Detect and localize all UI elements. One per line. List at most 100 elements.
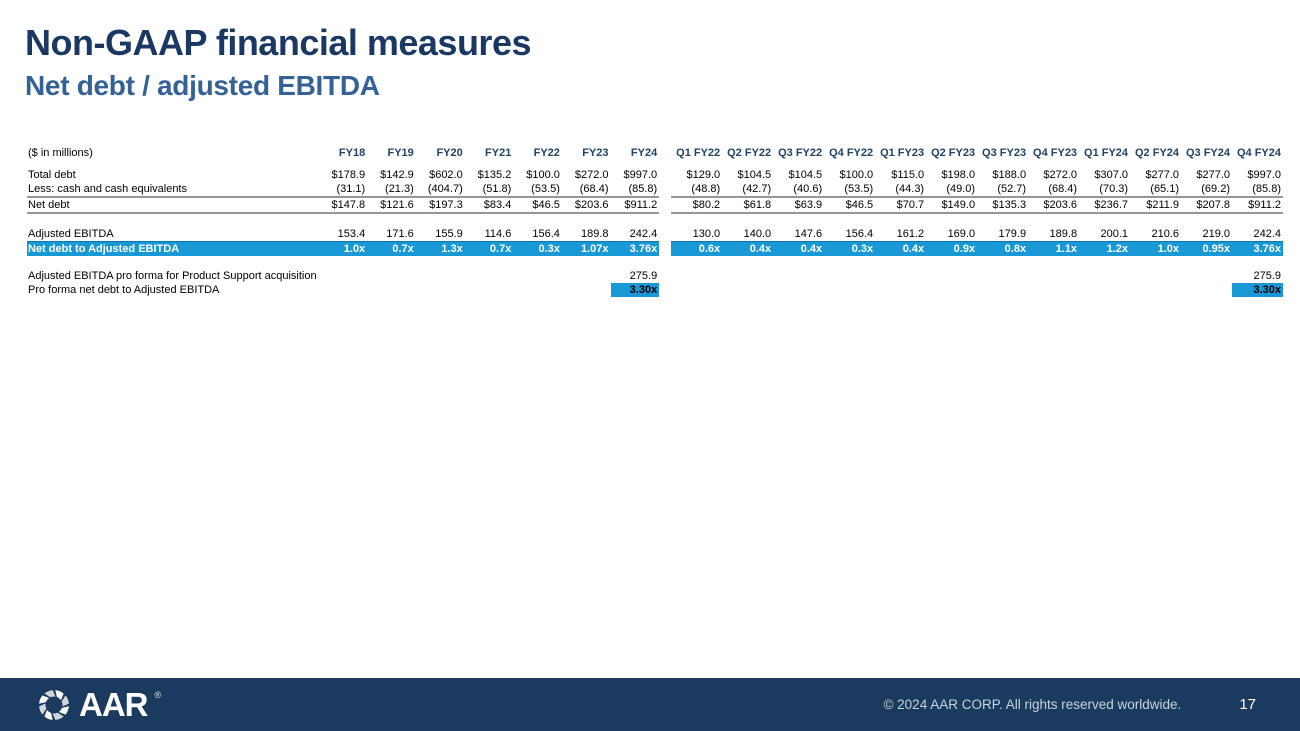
cell: $277.0 — [1145, 169, 1180, 181]
column-header: FY21 — [485, 147, 512, 159]
cell: $203.6 — [1028, 196, 1080, 214]
spacer-row — [671, 213, 1283, 227]
cell: (51.8) — [482, 183, 512, 195]
annual-table: ($ in millions) FY18 FY19 FY20 FY21 FY22 FY23 F… — [27, 146, 660, 297]
cell — [722, 283, 773, 297]
cell: 1.07x — [561, 241, 611, 256]
cell: (53.5) — [531, 183, 560, 195]
cell — [977, 269, 1028, 283]
cell — [513, 283, 562, 297]
table-row: Pro forma net debt to Adjusted EBITDA 3.3… — [27, 283, 660, 297]
column-header: Q1 FY23 — [880, 147, 925, 159]
cell — [1130, 269, 1181, 283]
spacer-row — [671, 256, 1283, 269]
cell: (21.3) — [385, 183, 414, 195]
cell: 200.1 — [1100, 228, 1129, 240]
cell: $80.2 — [671, 196, 723, 214]
cell: $272.0 — [574, 169, 609, 181]
cell: $61.8 — [722, 196, 774, 214]
column-header: FY18 — [338, 147, 366, 159]
cell: $129.0 — [686, 169, 721, 181]
cell — [926, 269, 977, 283]
row-label: Adjusted EBITDA — [28, 228, 114, 240]
row-label: Pro forma net debt to Adjusted EBITDA — [28, 284, 220, 296]
table-row: Less: cash and cash equivalents (31.1) (21… — [27, 182, 659, 197]
cell: 140.0 — [743, 228, 772, 240]
cell: 161.2 — [896, 228, 925, 240]
cell: 147.6 — [794, 228, 823, 240]
cell: $997.0 — [623, 169, 658, 181]
table-row: Adjusted EBITDA pro forma for Product Su… — [27, 269, 659, 283]
cell: 0.4x — [722, 241, 774, 256]
table-row: Adjusted EBITDA 153.4 171.6 155.9 114.6 156.4… — [27, 227, 659, 242]
row-label: Net debt to Adjusted EBITDA — [27, 241, 319, 256]
cell: (69.2) — [1201, 183, 1231, 195]
cell: $272.0 — [1043, 169, 1078, 181]
cell — [875, 269, 926, 283]
cell: (53.5) — [844, 183, 874, 195]
spacer-cell — [27, 213, 659, 227]
cell: 0.6x — [671, 241, 723, 256]
cell: (52.7) — [997, 183, 1027, 195]
cell: 1.0x — [1130, 241, 1182, 256]
cell: (40.6) — [793, 183, 823, 195]
cell: $602.0 — [429, 169, 463, 181]
cell — [416, 269, 465, 283]
spacer-row — [27, 256, 659, 269]
column-header: FY20 — [436, 147, 463, 159]
cell: (70.3) — [1099, 183, 1129, 195]
cell: $207.8 — [1181, 196, 1233, 214]
cell: $197.3 — [415, 196, 465, 214]
column-header: Q3 FY24 — [1185, 147, 1231, 159]
cell: 3.76x — [610, 241, 660, 256]
cell — [1028, 283, 1079, 297]
spacer-cell — [671, 256, 1283, 269]
cell: 3.30x — [610, 283, 660, 297]
cell — [722, 269, 773, 283]
page-subtitle: Net debt / adjusted EBITDA — [25, 70, 380, 101]
table-row: 0.6x 0.4x 0.4x 0.3x 0.4x 0.9x 0.8x 1.1x 1.2x 1.0x… — [671, 241, 1283, 256]
cell — [1130, 283, 1181, 297]
cell — [319, 269, 368, 283]
cell — [875, 283, 926, 297]
cell: $236.7 — [1079, 196, 1131, 214]
cell: (68.4) — [579, 183, 609, 195]
table-row: Net debt to Adjusted EBITDA 1.0x 0.7x 1.3x 0… — [27, 241, 660, 256]
header-row: Q1 FY22 Q2 FY22 Q3 FY22 Q4 FY22 Q1 FY23 Q2 FY… — [671, 146, 1283, 160]
cell — [1028, 269, 1079, 283]
spacer-row — [27, 213, 659, 227]
cell: $115.0 — [891, 169, 925, 181]
cell — [1079, 283, 1130, 297]
cell: (31.1) — [336, 183, 366, 195]
cell: 242.4 — [629, 228, 658, 240]
cell — [671, 269, 722, 283]
cell: 0.7x — [367, 241, 416, 256]
column-header: Q4 FY22 — [829, 147, 874, 159]
cell — [562, 283, 611, 297]
cell — [926, 283, 977, 297]
cell: $63.9 — [773, 196, 825, 214]
cell: $135.3 — [977, 196, 1029, 214]
spacer-cell — [671, 160, 1283, 168]
row-label: Adjusted EBITDA pro forma for Product Su… — [28, 270, 317, 282]
page-title: Non-GAAP financial measures — [25, 22, 532, 63]
cell: (65.1) — [1150, 183, 1180, 195]
cell: (48.8) — [691, 183, 721, 195]
cell: $121.6 — [367, 196, 416, 214]
footer-bar: AAR ® © 2024 AAR CORP. All rights reserv… — [0, 678, 1300, 731]
cell: (85.8) — [628, 183, 658, 195]
cell: $46.5 — [824, 196, 876, 214]
column-header: Q2 FY24 — [1135, 147, 1180, 159]
cell — [1181, 269, 1232, 283]
header-row: ($ in millions) FY18 FY19 FY20 FY21 FY22 FY23 F… — [27, 146, 659, 160]
column-header: Q3 FY22 — [778, 147, 823, 159]
cell — [465, 269, 514, 283]
cell — [824, 283, 875, 297]
aar-pinwheel-icon — [36, 687, 72, 722]
cell — [773, 269, 824, 283]
cell: 0.3x — [824, 241, 876, 256]
column-header: Q2 FY22 — [727, 147, 772, 159]
cell: 171.6 — [386, 228, 414, 240]
units-label: ($ in millions) — [28, 147, 93, 159]
cell: $70.7 — [875, 196, 927, 214]
